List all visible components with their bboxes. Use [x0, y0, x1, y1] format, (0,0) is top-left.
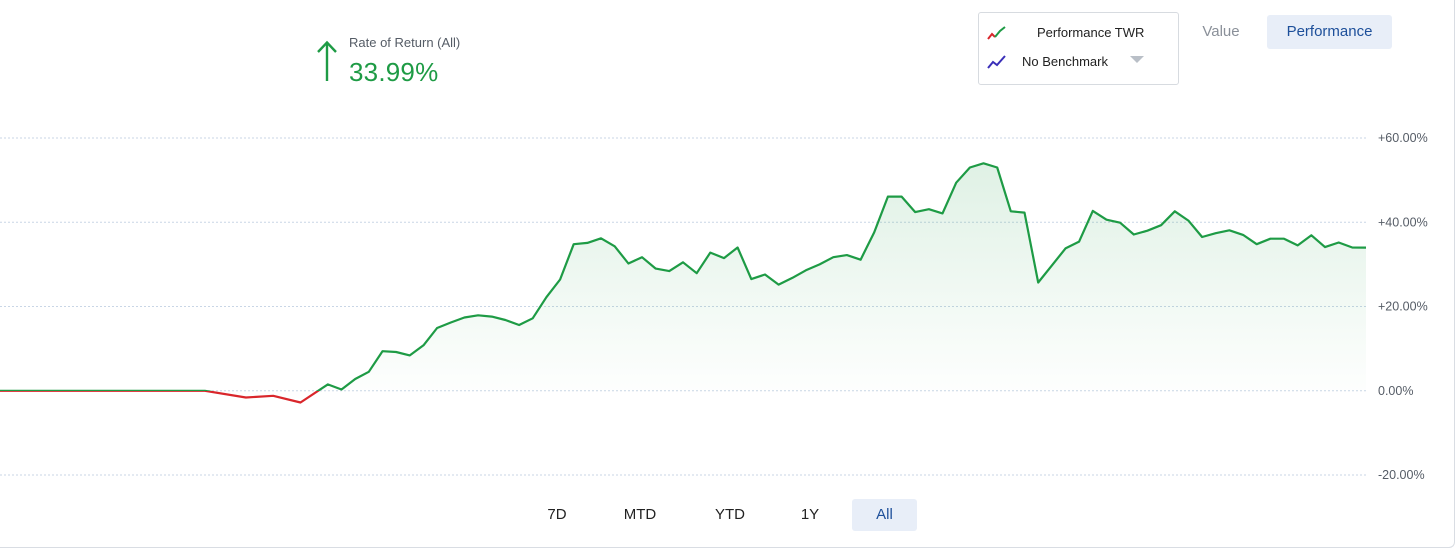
benchmark-label[interactable]: No Benchmark	[1022, 54, 1108, 69]
y-tick-label: -20.00%	[1378, 468, 1425, 482]
range-tab-all[interactable]: All	[852, 499, 917, 531]
range-tab-ytd[interactable]: YTD	[715, 506, 745, 523]
value-toggle-button[interactable]: Value	[1202, 23, 1240, 40]
legend-series-label: Performance TWR	[1037, 25, 1145, 40]
rate-of-return-label: Rate of Return (All)	[349, 35, 461, 50]
arrow-up-icon	[317, 40, 337, 81]
line-chart-red-green-icon	[987, 26, 1006, 40]
y-tick-label: 0.00%	[1378, 384, 1413, 398]
range-tab-mtd[interactable]: MTD	[623, 506, 657, 523]
performance-line-positive	[0, 162, 1366, 391]
y-tick-label: +40.00%	[1378, 215, 1428, 229]
legend-box[interactable]: Performance TWR No Benchmark	[978, 12, 1179, 85]
range-tab-1y[interactable]: 1Y	[800, 506, 820, 523]
performance-area-fill	[0, 163, 1366, 403]
range-tab-7d[interactable]: 7D	[547, 506, 567, 523]
line-chart-blue-icon	[987, 55, 1006, 69]
chevron-down-icon[interactable]	[1130, 56, 1144, 63]
performance-toggle-button[interactable]: Performance	[1267, 15, 1392, 49]
rate-of-return-value: 33.99%	[349, 57, 439, 87]
y-tick-label: +60.00%	[1378, 131, 1428, 145]
y-tick-label: +20.00%	[1378, 300, 1428, 314]
